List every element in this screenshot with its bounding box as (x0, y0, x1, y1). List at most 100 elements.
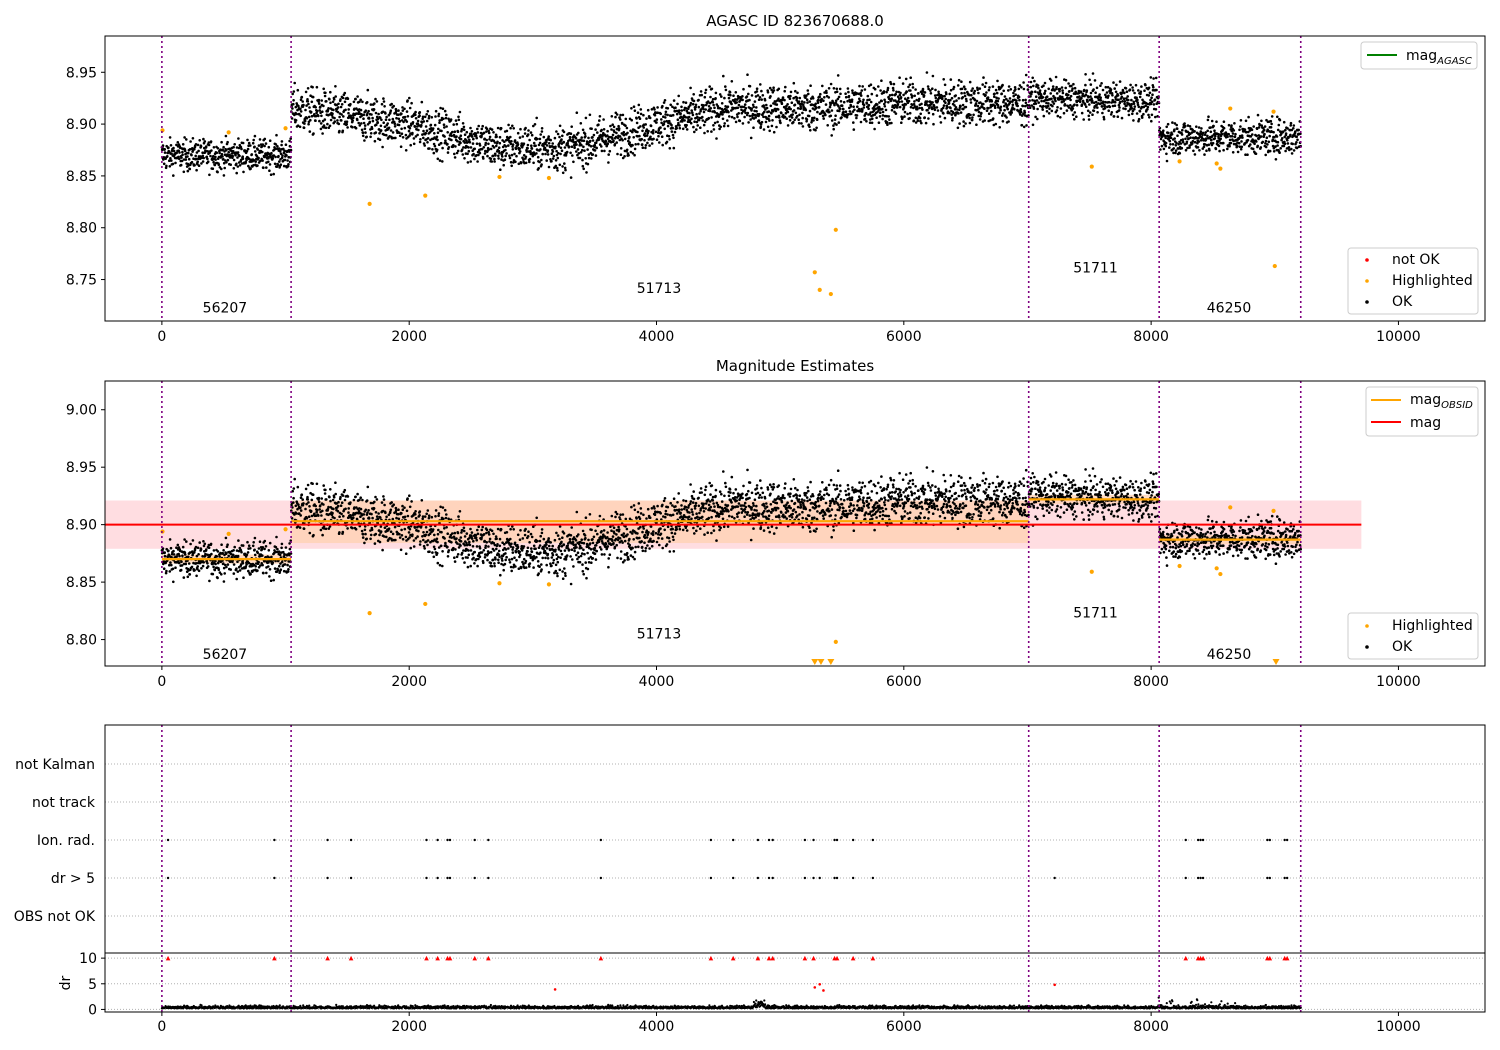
ok-point (954, 106, 958, 109)
ok-point (480, 134, 483, 138)
ok-point (492, 146, 496, 149)
ok-point (765, 106, 769, 110)
ok-point (760, 120, 764, 124)
ok-point (1038, 89, 1042, 92)
ok-point (1032, 84, 1035, 88)
ok-point (796, 107, 800, 110)
ok-point (346, 527, 349, 530)
ok-point (1026, 88, 1030, 91)
ok-point (422, 129, 425, 133)
ok-point (770, 124, 774, 128)
ok-point (265, 166, 268, 169)
ok-point (376, 117, 380, 121)
ok-point (1037, 101, 1040, 104)
ok-point (428, 147, 431, 150)
ok-point (451, 130, 454, 134)
ok-point (1014, 88, 1017, 91)
ok-point (202, 540, 205, 543)
ok-point (985, 91, 988, 94)
ok-point (892, 82, 896, 86)
ok-point (1240, 145, 1244, 149)
ok-point (412, 545, 416, 548)
ok-point (842, 107, 845, 111)
ok-point (457, 115, 460, 119)
ok-point (1100, 82, 1103, 85)
ok-point (179, 163, 183, 167)
ok-point (288, 139, 291, 143)
ok-point (830, 119, 834, 122)
ok-point (400, 112, 403, 116)
ok-point (1262, 128, 1266, 132)
ok-point (1062, 111, 1066, 115)
ok-point (975, 99, 979, 103)
ok-point (267, 549, 271, 552)
ok-point (718, 93, 722, 96)
ok-point (383, 503, 386, 507)
ok-point (356, 492, 359, 496)
ok-point (749, 118, 752, 121)
ok-point (1002, 98, 1006, 102)
ok-point (785, 107, 789, 111)
ok-point (933, 106, 936, 109)
ok-point (720, 111, 723, 114)
ok-point (1151, 93, 1154, 96)
ok-point (583, 149, 586, 152)
ok-point (450, 138, 453, 142)
ok-point (199, 548, 203, 551)
ok-point (786, 103, 789, 106)
ok-point (644, 144, 648, 147)
ok-point (972, 92, 976, 95)
ok-point (413, 526, 417, 529)
ok-point (649, 124, 653, 128)
ok-point (903, 115, 906, 118)
ok-point (948, 92, 951, 96)
ok-point (1195, 125, 1198, 128)
ok-point (463, 157, 466, 160)
ok-point (720, 102, 724, 105)
ok-point (934, 88, 937, 92)
ok-point (178, 554, 181, 558)
ok-point (930, 107, 934, 111)
ok-point (220, 543, 223, 546)
ok-point (1252, 125, 1255, 128)
ok-point (468, 141, 472, 144)
ok-point (1139, 90, 1143, 93)
ok-point (668, 138, 671, 141)
ok-point (190, 153, 193, 157)
ok-point (852, 105, 855, 108)
ok-point (379, 530, 383, 533)
ok-point (795, 96, 799, 100)
ok-point (425, 129, 429, 132)
ok-point (1250, 128, 1254, 132)
ok-point (411, 533, 414, 536)
ok-point (463, 133, 467, 136)
ok-point (441, 160, 444, 163)
ok-point (540, 127, 544, 130)
ok-point (759, 123, 763, 126)
ok-point (369, 533, 373, 537)
ok-point (607, 161, 610, 164)
ok-point (563, 146, 567, 149)
ok-point (1168, 146, 1171, 149)
ok-point (661, 104, 664, 108)
ok-point (201, 151, 204, 154)
ok-point (859, 120, 863, 124)
ok-point (923, 116, 926, 119)
ok-point (600, 145, 603, 148)
ok-point (652, 129, 655, 132)
ok-point (617, 124, 620, 128)
ok-point (256, 551, 260, 555)
ok-point (545, 159, 548, 162)
ok-point (433, 123, 437, 127)
ok-point (763, 110, 766, 114)
ok-point (280, 156, 284, 159)
ok-point (1193, 140, 1197, 144)
ok-point (382, 498, 386, 501)
ok-point (241, 157, 245, 161)
ok-point (409, 546, 413, 550)
ok-point (896, 102, 900, 106)
ok-point (730, 102, 733, 106)
ok-point (1171, 143, 1175, 146)
highlighted-point (1177, 159, 1182, 164)
ok-point (711, 97, 715, 101)
